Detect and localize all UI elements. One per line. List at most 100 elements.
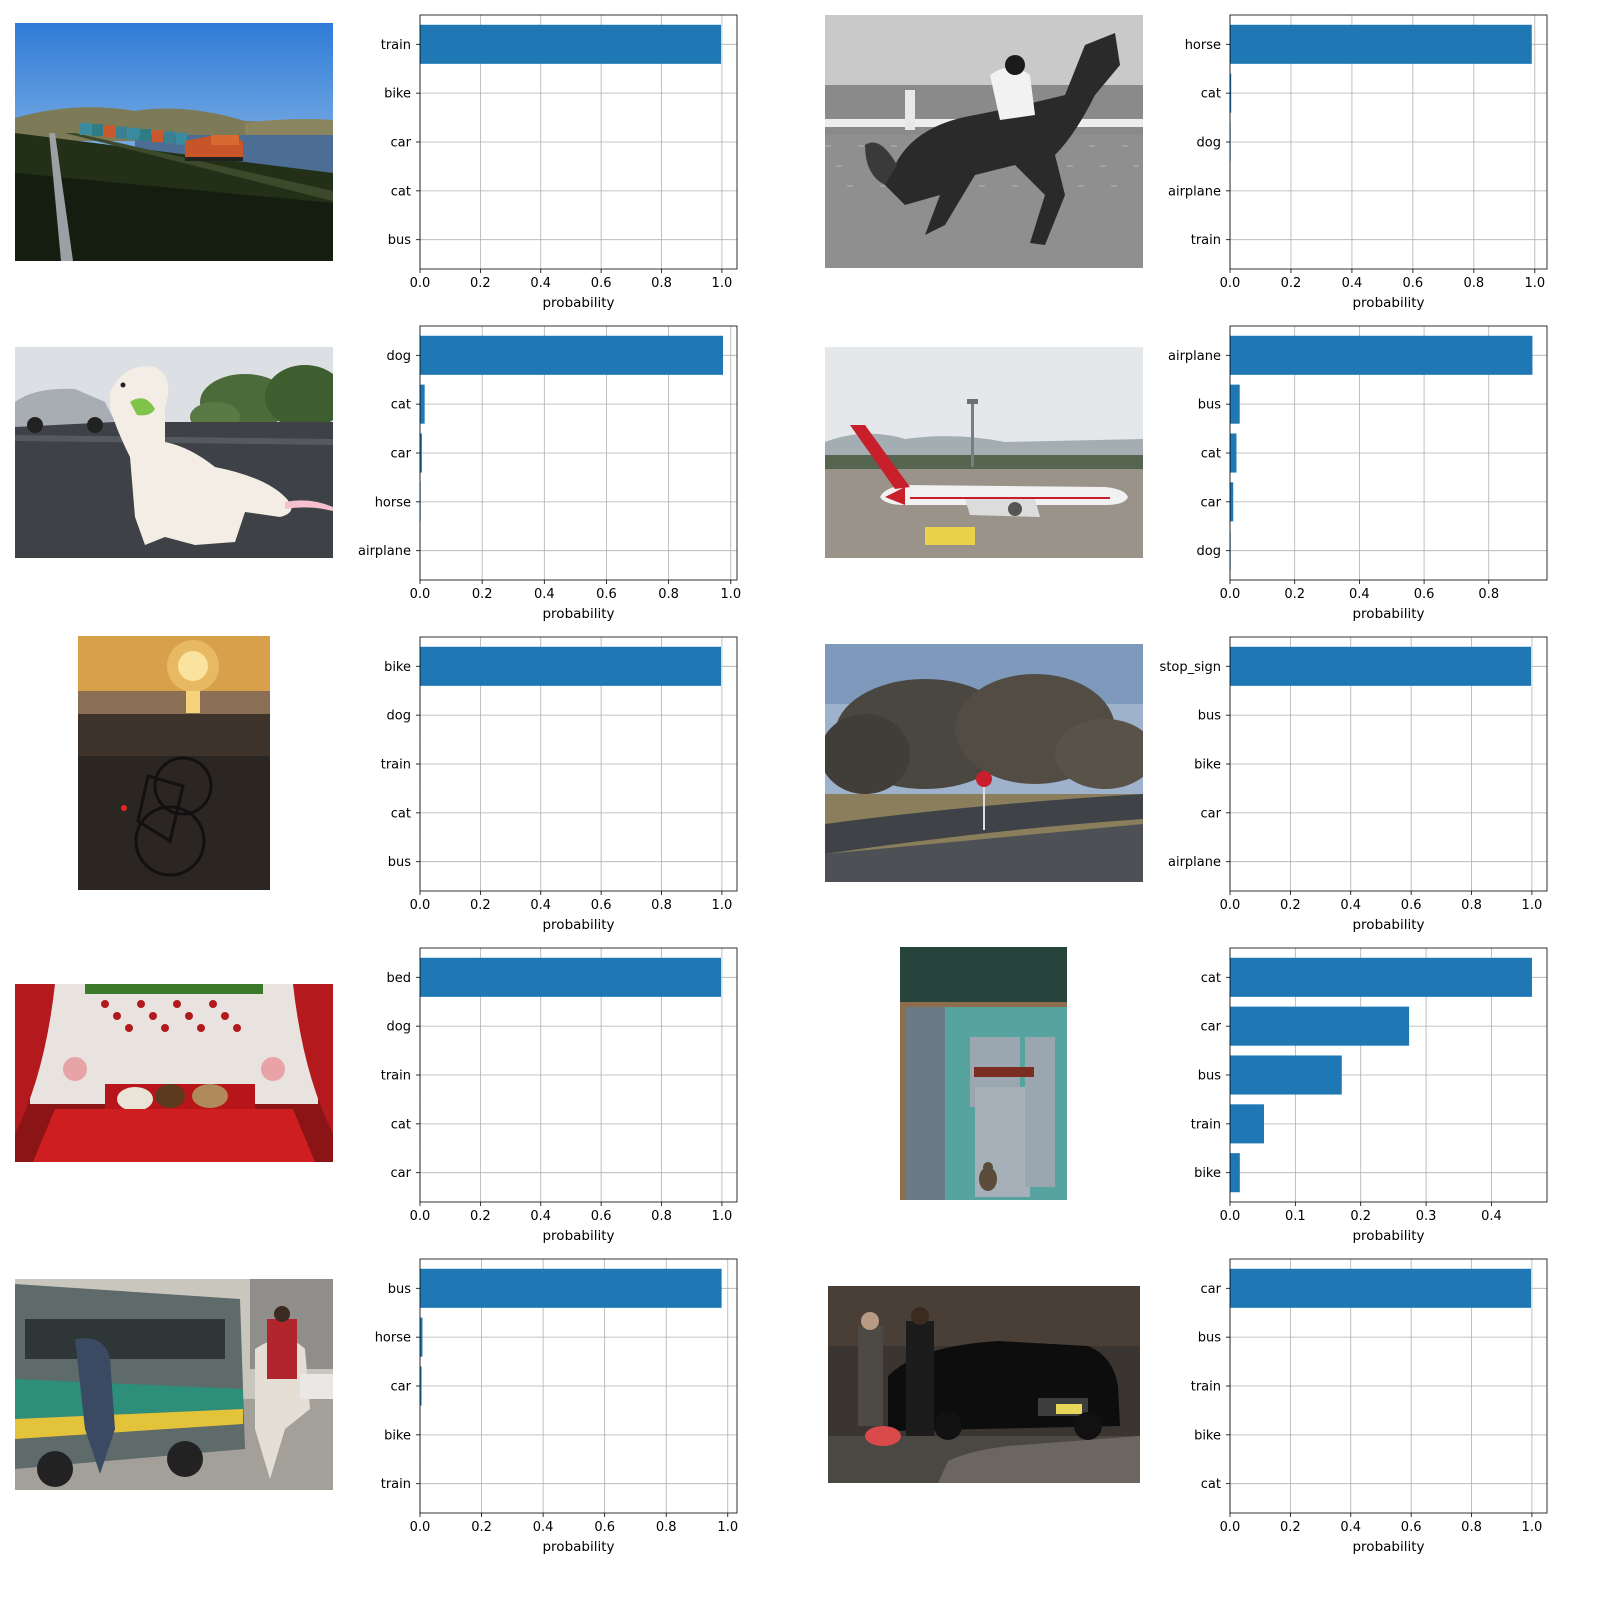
y-tick-label: horse [1185, 38, 1221, 53]
x-tick-label: 0.4 [530, 898, 551, 913]
x-tick-label: 1.0 [1522, 1520, 1543, 1535]
y-tick-label: bike [384, 660, 411, 675]
x-tick-label: 1.0 [712, 898, 733, 913]
y-tick-label: dog [387, 709, 411, 724]
x-axis-label: probability [542, 1228, 614, 1244]
x-tick-label: 0.4 [533, 1520, 554, 1535]
x-tick-label: 0.6 [1401, 1520, 1422, 1535]
x-tick-label: 0.8 [1461, 898, 1482, 913]
y-tick-label: cat [391, 184, 411, 199]
bar-cat [1230, 957, 1532, 997]
bar-dog [420, 335, 724, 375]
axes-frame [419, 325, 738, 581]
axes-frame [1229, 325, 1548, 581]
y-tick-label: train [381, 1477, 411, 1492]
chart-bus: 0.0 0.2 0.4 0.6 0.8 1.0 bus horse car bike train pr… [375, 1258, 738, 1555]
chart-car: 0.0 0.2 0.4 0.6 0.8 1.0 car bus train bike cat prob… [1191, 1258, 1548, 1555]
x-tick-label: 0.4 [530, 276, 551, 291]
y-tick-label: car [391, 1380, 412, 1395]
bar-train [420, 24, 721, 64]
x-tick-label: 0.0 [1220, 1209, 1241, 1224]
y-tick-label: bus [1198, 398, 1221, 413]
x-tick-label: 0.8 [1461, 1520, 1482, 1535]
x-tick-label: 0.2 [470, 898, 491, 913]
axes-frame [1229, 14, 1548, 270]
axes-frame [419, 947, 738, 1203]
bar-bike [1230, 1153, 1240, 1193]
x-tick-label: 0.8 [656, 1520, 677, 1535]
axes-frame [419, 1258, 738, 1514]
x-tick-label: 0.4 [1349, 587, 1370, 602]
x-tick-label: 0.8 [651, 898, 672, 913]
chart-bike: 0.0 0.2 0.4 0.6 0.8 1.0 bike dog train cat bus prob… [381, 636, 738, 933]
y-tick-label: car [391, 1166, 412, 1181]
bar-train [1230, 1104, 1264, 1144]
y-tick-label: car [1201, 495, 1222, 510]
chart-train: 0.0 0.2 0.4 0.6 0.8 1.0 train bike car cat bus prob… [381, 14, 738, 311]
x-tick-label: 0.4 [1340, 898, 1361, 913]
x-tick-label: 0.6 [591, 898, 612, 913]
y-tick-label: car [1201, 1282, 1222, 1297]
x-tick-label: 0.6 [596, 587, 617, 602]
y-tick-label: cat [1201, 447, 1221, 462]
x-tick-label: 0.0 [1220, 276, 1241, 291]
photo-bus [15, 1279, 333, 1490]
y-tick-label: airplane [1168, 349, 1221, 364]
y-tick-label: car [391, 136, 412, 151]
y-tick-label: train [1191, 1380, 1221, 1395]
x-tick-label: 0.6 [1414, 587, 1435, 602]
bar-stop-sign [1230, 646, 1531, 686]
y-tick-label: stop_sign [1160, 660, 1221, 675]
photo-airplane [825, 347, 1143, 558]
x-tick-label: 0.4 [534, 587, 555, 602]
y-tick-label: cat [1201, 971, 1221, 986]
y-tick-label: airplane [358, 544, 411, 559]
x-axis-label: probability [542, 1539, 614, 1555]
bar-car [1230, 1268, 1531, 1308]
x-tick-label: 0.6 [594, 1520, 615, 1535]
y-tick-label: dog [387, 1020, 411, 1035]
y-tick-label: bus [1198, 709, 1221, 724]
photo-cat [900, 947, 1067, 1200]
bar-bus [420, 1268, 722, 1308]
y-tick-label: train [381, 1069, 411, 1084]
x-tick-label: 1.0 [1522, 898, 1543, 913]
photo-stop-sign [825, 644, 1143, 882]
y-tick-label: bike [1194, 1428, 1221, 1443]
x-tick-label: 0.0 [1220, 898, 1241, 913]
y-tick-label: airplane [1168, 184, 1221, 199]
y-tick-label: cat [1201, 87, 1221, 102]
x-axis-label: probability [542, 606, 614, 622]
x-tick-label: 0.8 [1464, 276, 1485, 291]
bar-bed [420, 957, 721, 997]
x-tick-label: 1.0 [712, 1209, 733, 1224]
y-tick-label: bike [1194, 1166, 1221, 1181]
bar-car [1230, 482, 1234, 522]
chart-bed: 0.0 0.2 0.4 0.6 0.8 1.0 bed dog train cat car proba… [381, 947, 738, 1244]
y-tick-label: bed [386, 971, 411, 986]
y-tick-label: car [1201, 806, 1222, 821]
y-tick-label: bike [1194, 758, 1221, 773]
y-tick-label: dog [387, 349, 411, 364]
x-tick-label: 0.6 [1401, 898, 1422, 913]
x-tick-label: 0.0 [1220, 587, 1241, 602]
x-tick-label: 1.0 [712, 276, 733, 291]
x-tick-label: 0.2 [1281, 276, 1302, 291]
x-tick-label: 0.2 [1280, 898, 1301, 913]
x-tick-label: 0.0 [410, 1209, 431, 1224]
y-tick-label: cat [391, 806, 411, 821]
chart-horse: 0.0 0.2 0.4 0.6 0.8 1.0 horse cat dog airplane tra… [1168, 14, 1548, 311]
chart-cat: 0.0 0.1 0.2 0.3 0.4 cat car bus train bike probabi… [1191, 947, 1548, 1244]
x-tick-label: 0.0 [1220, 1520, 1241, 1535]
axes-frame [419, 636, 738, 892]
y-tick-label: horse [375, 1331, 411, 1346]
x-axis-label: probability [1352, 606, 1424, 622]
photo-train [15, 23, 333, 261]
x-tick-label: 1.0 [717, 1520, 738, 1535]
x-tick-label: 0.4 [530, 1209, 551, 1224]
x-tick-label: 1.0 [1524, 276, 1545, 291]
bar-horse [420, 1317, 423, 1357]
y-tick-label: train [381, 38, 411, 53]
